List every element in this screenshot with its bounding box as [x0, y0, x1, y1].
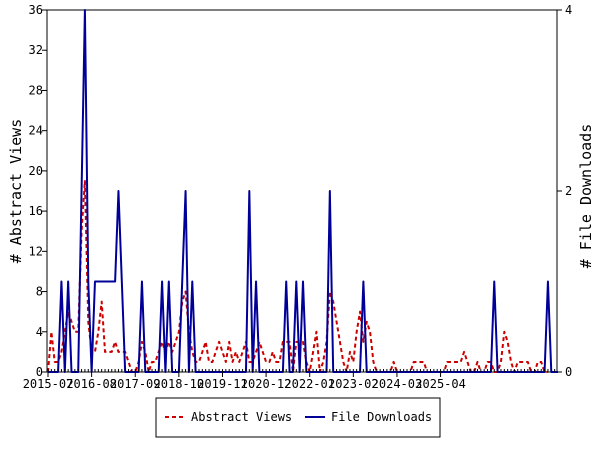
x-tick-label: 2023-02	[328, 377, 379, 391]
y-left-tick-label: 32	[29, 43, 43, 57]
series-layer	[47, 9, 558, 373]
axes-layer: 2015-072016-082017-092018-102019-112020-…	[23, 3, 573, 391]
y-axis-left-title: # Abstract Views	[7, 119, 25, 264]
x-tick-label: 2022-01	[284, 377, 335, 391]
x-tick-label: 2020-12	[241, 377, 292, 391]
y-left-tick-label: 24	[29, 124, 43, 138]
x-tick-label: 2017-09	[110, 377, 161, 391]
legend: Abstract Views File Downloads	[155, 397, 441, 438]
x-tick-label: 2019-11	[197, 377, 248, 391]
legend-label-abstract-views: Abstract Views	[191, 410, 292, 424]
x-tick-label: 2025-04	[415, 377, 466, 391]
x-tick-label: 2016-08	[66, 377, 117, 391]
y-left-tick-label: 12	[29, 244, 43, 258]
y-right-tick-label: 0	[565, 365, 572, 379]
y-left-tick-label: 8	[36, 285, 43, 299]
x-tick-label: 2015-07	[23, 377, 74, 391]
y-left-tick-label: 0	[36, 365, 43, 379]
y-right-tick-label: 4	[565, 3, 572, 17]
legend-label-file-downloads: File Downloads	[331, 410, 432, 424]
y-left-tick-label: 16	[29, 204, 43, 218]
y-left-tick-label: 36	[29, 3, 43, 17]
y-left-tick-label: 20	[29, 164, 43, 178]
series-line-file-downloads	[48, 9, 558, 373]
y-right-tick-label: 2	[565, 184, 572, 198]
x-tick-label: 2018-10	[154, 377, 205, 391]
y-left-tick-label: 4	[36, 325, 43, 339]
legend-box	[155, 397, 441, 438]
y-axis-right-title: # File Downloads	[577, 124, 595, 269]
y-left-tick-label: 28	[29, 83, 43, 97]
x-tick-label: 2024-03	[372, 377, 423, 391]
